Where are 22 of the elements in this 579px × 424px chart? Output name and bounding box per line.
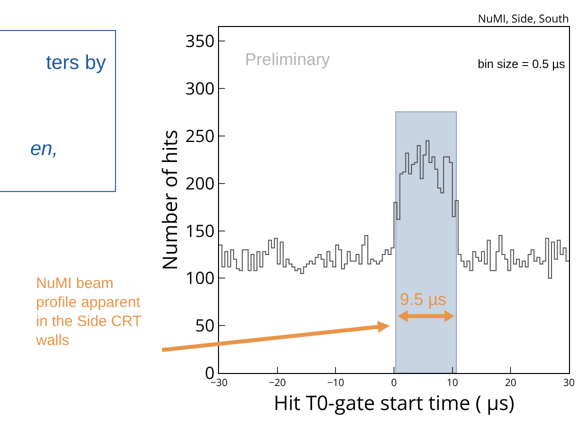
y-tick-label: 100 [185, 266, 215, 290]
annotation: 9.5 µs [400, 290, 446, 310]
chart-title: NuMI, Side, South [478, 12, 569, 27]
text: en, [30, 138, 58, 161]
x-tick-label: −10 [327, 375, 345, 389]
x-tick-label: 20 [504, 375, 517, 389]
annotation: Preliminary [245, 50, 330, 70]
y-tick-label: 200 [185, 171, 215, 194]
x-axis-title: Hit T0-gate start time ( µs) [274, 389, 515, 416]
x-tick-label: 30 [563, 375, 575, 389]
y-tick-label: 300 [185, 76, 215, 100]
annotation: bin size = 0.5 µs [478, 57, 565, 71]
x-tick-label: 10 [446, 375, 458, 389]
text: ters by [46, 52, 106, 75]
x-tick-label: 0 [391, 375, 398, 389]
text: NuMI beam profile apparent in the Side CRT walls [36, 274, 142, 350]
x-tick-label: −20 [268, 375, 286, 389]
y-axis-title: Number of hits [156, 130, 183, 270]
y-tick-label: 150 [185, 218, 215, 242]
y-tick-label: 350 [185, 29, 215, 52]
y-tick-label: 250 [185, 124, 215, 147]
y-tick-label: 50 [195, 314, 215, 337]
